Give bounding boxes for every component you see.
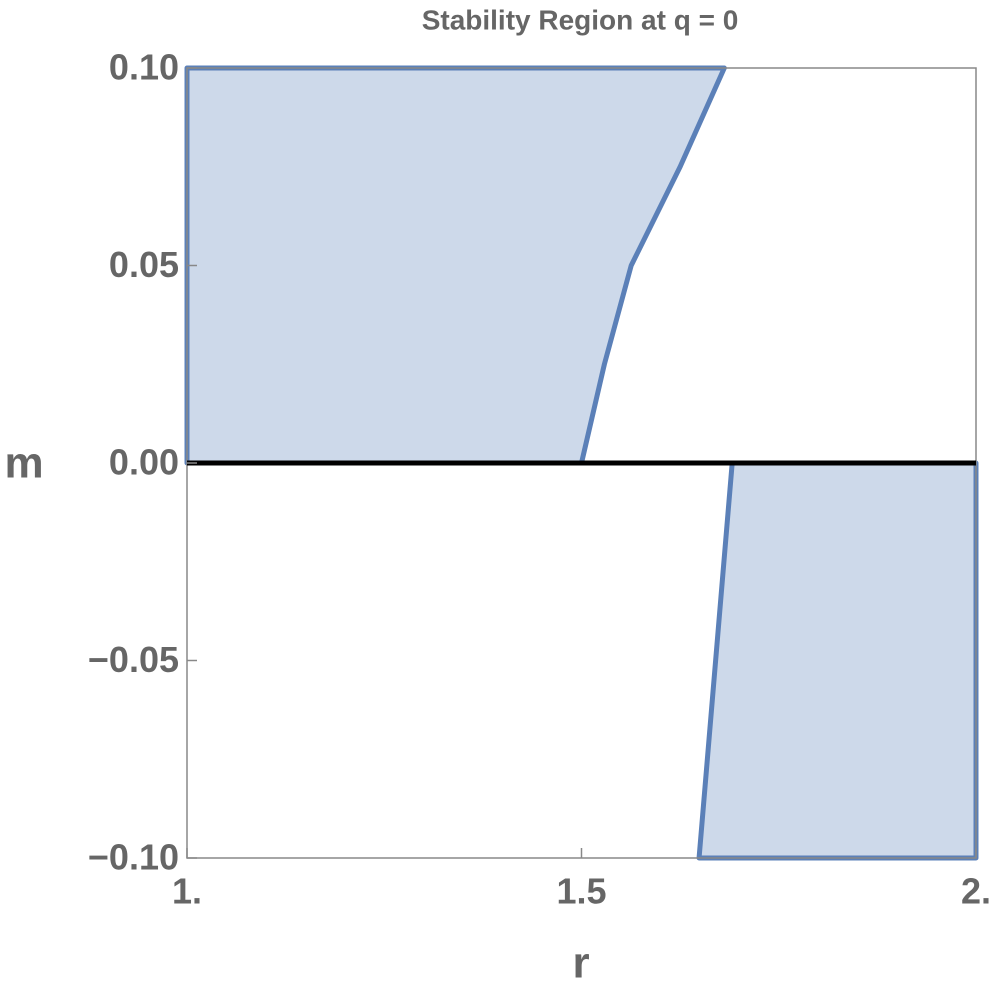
y-tick-label: −0.10 xyxy=(88,837,179,878)
x-tick-label: 2. xyxy=(961,871,991,912)
y-axis-label: m xyxy=(4,439,43,488)
x-axis-label: r xyxy=(572,939,589,988)
y-tick-label: −0.05 xyxy=(88,639,179,680)
x-tick-label: 1.5 xyxy=(556,871,606,912)
x-tick-label: 1. xyxy=(172,871,202,912)
y-tick-label: 0.10 xyxy=(109,47,179,88)
stable-region xyxy=(696,460,979,861)
y-tick-label: 0.05 xyxy=(109,244,179,285)
stable-region xyxy=(184,65,727,466)
chart-title: Stability Region at q = 0 xyxy=(422,4,739,35)
y-tick-label: 0.00 xyxy=(109,442,179,483)
